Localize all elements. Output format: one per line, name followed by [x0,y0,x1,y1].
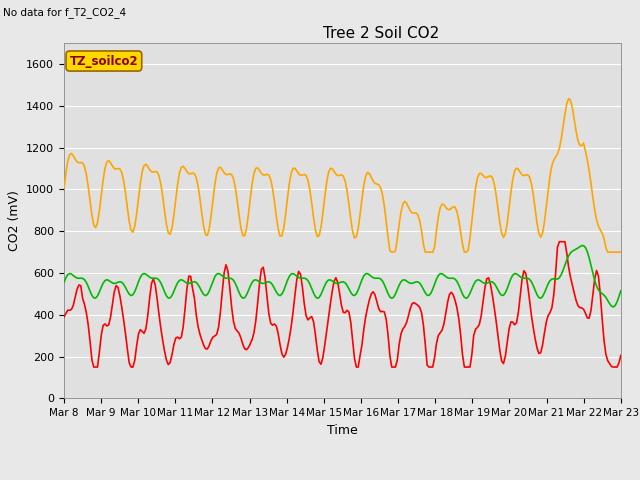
Y-axis label: CO2 (mV): CO2 (mV) [8,191,20,251]
Legend: Tree2 -2cm, Tree2 -4cm, Tree2 -8cm: Tree2 -2cm, Tree2 -4cm, Tree2 -8cm [146,476,539,480]
Text: TZ_soilco2: TZ_soilco2 [70,55,138,68]
Text: No data for f_T2_CO2_4: No data for f_T2_CO2_4 [3,7,126,18]
X-axis label: Time: Time [327,424,358,437]
Title: Tree 2 Soil CO2: Tree 2 Soil CO2 [323,25,440,41]
